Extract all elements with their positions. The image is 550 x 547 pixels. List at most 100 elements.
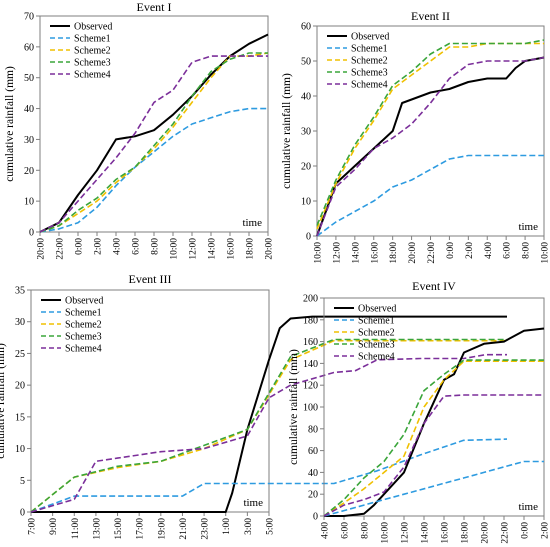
series-line-observed xyxy=(316,56,545,237)
x-tick-label: 0:00 xyxy=(446,242,456,259)
x-tick-label: 17:00 xyxy=(136,518,146,540)
legend-label-scheme4: Scheme4 xyxy=(65,344,102,355)
x-tick-label: 20:00 xyxy=(481,522,491,544)
chart-panel-event-iii: 0 5 10 15 20 25 30 35 7:00 9:00 11:00 13:00 15:00 17:… xyxy=(0,272,508,540)
y-tick-label: 40 xyxy=(301,92,311,103)
y-tick-label: 50 xyxy=(301,57,311,68)
x-tick-label: 18:00 xyxy=(389,242,399,264)
y-tick-label: 20 xyxy=(301,162,311,173)
x-tick-label: 16:00 xyxy=(370,242,380,264)
y-tick-label: 0 xyxy=(306,232,311,243)
y-tick-label: 30 xyxy=(15,317,25,328)
series-line-scheme2 xyxy=(323,360,544,517)
y-tick-label: 100 xyxy=(303,403,318,414)
x-axis-label: time xyxy=(518,501,538,513)
y-tick-label: 0 xyxy=(313,512,318,523)
legend-label-scheme3: Scheme3 xyxy=(65,332,102,343)
y-tick-label: 140 xyxy=(303,359,318,370)
y-tick-label: 25 xyxy=(15,349,25,360)
legend-label-observed: Observed xyxy=(74,22,112,33)
y-tick-label: 60 xyxy=(308,446,318,457)
series-line-scheme4 xyxy=(39,55,268,233)
y-tick-label: 60 xyxy=(24,42,34,53)
legend-label-observed: Observed xyxy=(358,304,396,315)
chart-title: Event III xyxy=(129,272,172,286)
legend-label-scheme4: Scheme4 xyxy=(351,80,388,91)
y-tick-label: 40 xyxy=(24,104,34,115)
x-tick-label: 3:00 xyxy=(244,518,254,535)
y-tick-label: 20 xyxy=(15,381,25,392)
x-tick-label: 21:00 xyxy=(179,518,189,540)
x-tick-label: 4:00 xyxy=(113,238,123,255)
series-line-scheme2 xyxy=(30,339,507,513)
x-tick-label: 1:00 xyxy=(222,518,232,535)
x-tick-label: 10:00 xyxy=(381,522,391,544)
x-tick-label: 8:00 xyxy=(361,522,371,539)
x-tick-label: 8:00 xyxy=(151,238,161,255)
y-axis-label: cumulative rainfall (mm) xyxy=(4,66,16,182)
x-axis-label: time xyxy=(243,497,263,509)
x-tick-label: 14:00 xyxy=(421,522,431,544)
series-line-scheme3 xyxy=(316,39,545,226)
x-tick-label: 2:00 xyxy=(465,242,475,259)
y-axis-label: cumulative rainfall (mm) xyxy=(0,343,7,459)
legend-label-scheme1: Scheme1 xyxy=(358,316,395,327)
y-tick-label: 0 xyxy=(29,228,34,239)
y-tick-label: 0 xyxy=(20,508,25,519)
x-tick-label: 4:00 xyxy=(321,522,331,539)
y-tick-label: 10 xyxy=(24,197,34,208)
y-tick-label: 30 xyxy=(301,127,311,138)
x-tick-label: 22:00 xyxy=(501,522,511,544)
y-tick-label: 30 xyxy=(24,135,34,146)
x-tick-label: 10:00 xyxy=(314,242,324,264)
x-tick-label: 4:00 xyxy=(484,242,494,259)
x-tick-label: 0:00 xyxy=(75,238,85,255)
series-line-scheme3 xyxy=(30,338,507,513)
legend-label-scheme2: Scheme2 xyxy=(351,56,388,67)
legend-label-observed: Observed xyxy=(65,296,103,307)
x-tick-label: 10:00 xyxy=(541,242,550,264)
x-tick-label: 14:00 xyxy=(351,242,361,264)
y-tick-label: 20 xyxy=(308,490,318,501)
x-tick-label: 20:00 xyxy=(37,238,47,260)
y-tick-label: 70 xyxy=(24,12,34,23)
series-line-scheme1 xyxy=(316,154,544,237)
x-tick-label: 6:00 xyxy=(503,242,513,259)
y-tick-label: 60 xyxy=(301,22,311,33)
legend-label-scheme3: Scheme3 xyxy=(74,58,111,69)
series-line-scheme4 xyxy=(316,56,545,237)
x-tick-label: 9:00 xyxy=(49,518,59,535)
series-line-scheme3 xyxy=(39,52,268,233)
y-tick-label: 180 xyxy=(303,315,318,326)
y-tick-label: 20 xyxy=(24,166,34,177)
legend-label-scheme3: Scheme3 xyxy=(351,68,388,79)
x-tick-label: 20:00 xyxy=(265,238,275,260)
y-tick-label: 15 xyxy=(15,412,25,423)
series-line-observed xyxy=(324,327,545,517)
y-tick-label: 160 xyxy=(303,337,318,348)
y-axis-label: cumulative rainfall (mm) xyxy=(288,349,300,465)
chart-panel-event-i: 0 10 20 30 40 50 60 70 20:00 22:00 0:00 2:00 4:00 6:0… xyxy=(4,0,275,260)
chart-title: Event II xyxy=(411,9,450,23)
x-axis-label: time xyxy=(242,217,262,229)
x-axis-label: time xyxy=(518,221,538,233)
series-line-observed xyxy=(31,315,507,513)
x-tick-label: 19:00 xyxy=(157,518,167,540)
y-tick-label: 40 xyxy=(308,468,318,479)
chart-panel-event-ii: 0 10 20 30 40 50 60 10:00 12:00 14:00 16:00 18:00 20… xyxy=(281,9,550,264)
y-tick-label: 120 xyxy=(303,381,318,392)
x-tick-label: 20:00 xyxy=(408,242,418,264)
chart-title: Event IV xyxy=(412,279,456,293)
x-tick-label: 0:00 xyxy=(521,522,531,539)
chart-title: Event I xyxy=(137,0,172,14)
series-line-scheme3 xyxy=(323,359,544,517)
chart-panel-event-iv: 0 20 40 60 80 100 120 140 160 180 200 4:00 6:00 8:00 1… xyxy=(288,279,550,544)
x-tick-label: 8:00 xyxy=(522,242,532,259)
x-tick-label: 12:00 xyxy=(401,522,411,544)
x-tick-label: 7:00 xyxy=(28,518,38,535)
x-tick-label: 5:00 xyxy=(266,518,276,535)
x-tick-label: 15:00 xyxy=(114,518,124,540)
x-tick-label: 23:00 xyxy=(201,518,211,540)
x-tick-label: 14:00 xyxy=(208,238,218,260)
